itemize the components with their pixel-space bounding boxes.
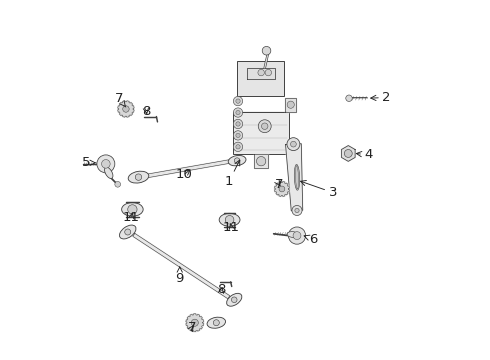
Circle shape bbox=[287, 138, 300, 150]
Circle shape bbox=[291, 141, 296, 147]
Circle shape bbox=[236, 99, 240, 103]
Circle shape bbox=[233, 96, 243, 106]
FancyBboxPatch shape bbox=[233, 112, 289, 154]
Circle shape bbox=[287, 101, 294, 108]
Polygon shape bbox=[133, 233, 230, 299]
Circle shape bbox=[101, 159, 110, 168]
Polygon shape bbox=[247, 68, 275, 79]
Text: 11: 11 bbox=[123, 211, 140, 224]
Circle shape bbox=[265, 69, 271, 76]
Ellipse shape bbox=[207, 317, 225, 328]
Polygon shape bbox=[186, 314, 204, 332]
Ellipse shape bbox=[294, 165, 300, 190]
Circle shape bbox=[233, 142, 243, 152]
Circle shape bbox=[234, 158, 240, 163]
Text: 6: 6 bbox=[304, 233, 318, 246]
Text: 10: 10 bbox=[175, 168, 193, 181]
Ellipse shape bbox=[227, 293, 242, 306]
Polygon shape bbox=[286, 144, 303, 211]
Text: 7: 7 bbox=[188, 321, 196, 334]
Text: 2: 2 bbox=[371, 91, 391, 104]
Circle shape bbox=[97, 155, 115, 173]
Circle shape bbox=[262, 123, 268, 130]
Text: 5: 5 bbox=[82, 156, 96, 169]
Text: 3: 3 bbox=[300, 180, 337, 199]
Polygon shape bbox=[144, 159, 233, 178]
Circle shape bbox=[128, 205, 137, 214]
Polygon shape bbox=[274, 181, 290, 197]
Text: 7: 7 bbox=[275, 178, 283, 191]
Text: 1: 1 bbox=[224, 160, 240, 188]
Circle shape bbox=[293, 231, 301, 239]
Circle shape bbox=[233, 108, 243, 117]
Circle shape bbox=[346, 95, 352, 102]
Circle shape bbox=[258, 120, 271, 133]
Ellipse shape bbox=[228, 156, 246, 166]
Text: 4: 4 bbox=[356, 148, 373, 161]
Circle shape bbox=[213, 320, 220, 326]
Circle shape bbox=[233, 131, 243, 140]
Text: 9: 9 bbox=[175, 267, 184, 285]
Circle shape bbox=[258, 69, 265, 76]
Circle shape bbox=[236, 122, 240, 126]
Text: 8: 8 bbox=[218, 283, 226, 296]
Circle shape bbox=[231, 297, 237, 303]
Ellipse shape bbox=[219, 213, 240, 226]
Polygon shape bbox=[342, 145, 355, 161]
Polygon shape bbox=[285, 98, 296, 112]
Circle shape bbox=[135, 174, 142, 180]
Ellipse shape bbox=[104, 167, 113, 179]
Circle shape bbox=[295, 208, 299, 213]
Circle shape bbox=[262, 46, 271, 55]
Ellipse shape bbox=[295, 166, 298, 189]
FancyBboxPatch shape bbox=[237, 61, 284, 96]
Text: 7: 7 bbox=[115, 92, 126, 107]
Circle shape bbox=[191, 319, 198, 326]
Circle shape bbox=[225, 216, 234, 224]
Circle shape bbox=[292, 206, 302, 216]
Circle shape bbox=[233, 119, 243, 129]
Circle shape bbox=[236, 133, 240, 138]
Circle shape bbox=[125, 229, 131, 235]
Text: 11: 11 bbox=[223, 221, 240, 234]
Circle shape bbox=[236, 145, 240, 149]
Circle shape bbox=[256, 157, 266, 166]
Circle shape bbox=[344, 149, 352, 157]
Ellipse shape bbox=[287, 231, 298, 237]
Ellipse shape bbox=[122, 203, 143, 216]
Circle shape bbox=[122, 106, 129, 112]
Ellipse shape bbox=[128, 171, 149, 183]
Text: 8: 8 bbox=[142, 105, 150, 118]
Circle shape bbox=[279, 186, 285, 192]
Circle shape bbox=[115, 181, 121, 187]
Polygon shape bbox=[254, 154, 269, 168]
Circle shape bbox=[289, 227, 306, 244]
Ellipse shape bbox=[120, 225, 136, 239]
Circle shape bbox=[236, 111, 240, 115]
Polygon shape bbox=[118, 101, 134, 117]
